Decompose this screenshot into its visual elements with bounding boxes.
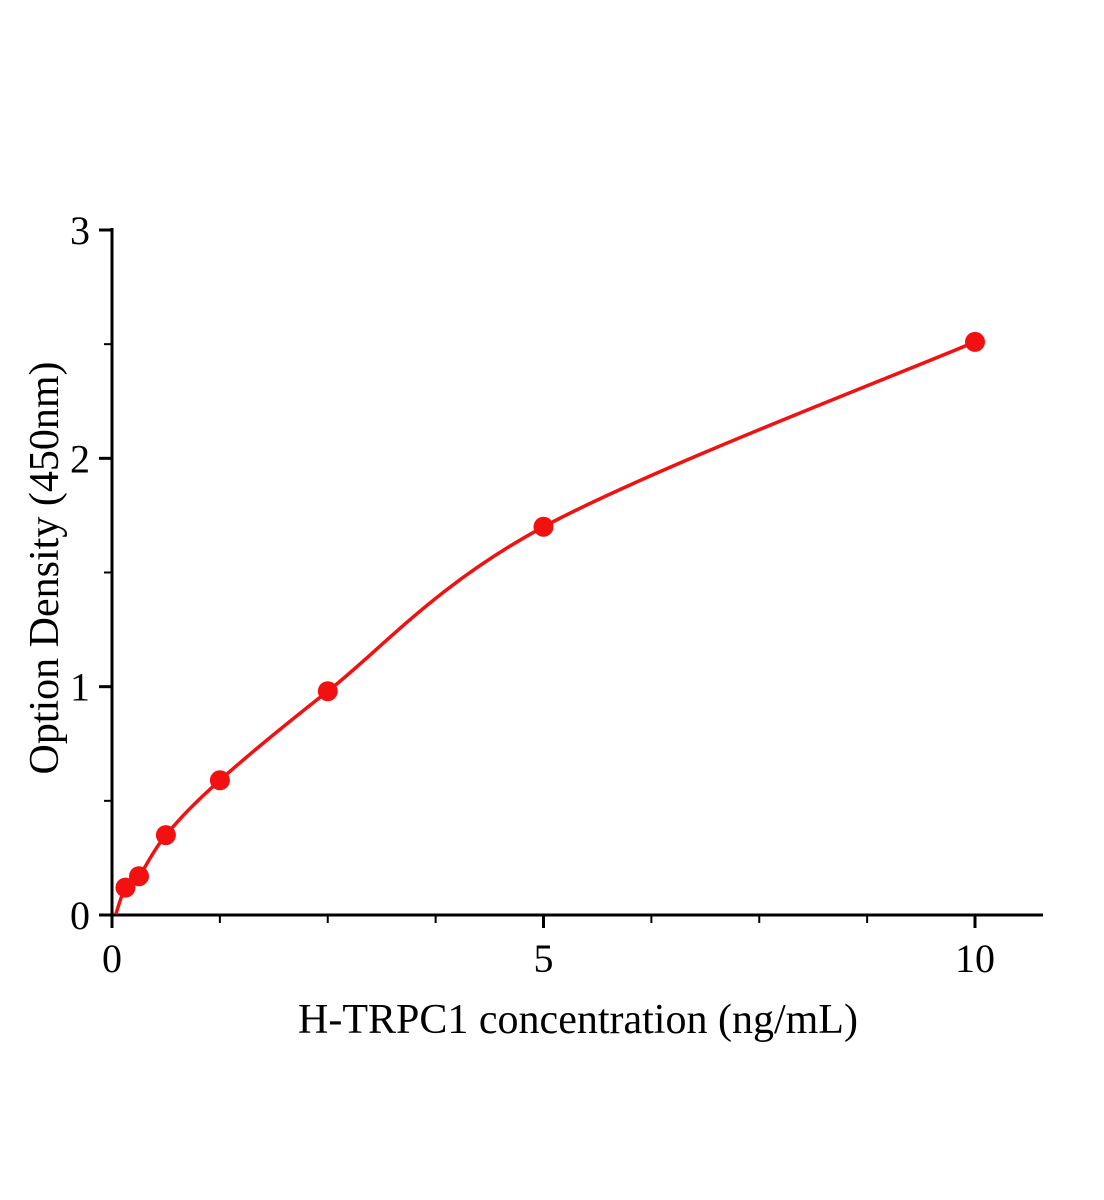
y-tick-label: 0	[70, 893, 90, 938]
fit-curve	[114, 340, 977, 915]
data-point	[965, 331, 985, 352]
x-tick-label: 0	[102, 936, 122, 981]
data-point	[317, 681, 338, 702]
x-tick-label: 5	[534, 936, 554, 981]
x-tick-label: 10	[955, 936, 995, 981]
y-tick-label: 3	[70, 208, 90, 253]
data-point	[129, 866, 149, 887]
y-tick-label: 2	[70, 436, 90, 481]
data-point	[209, 770, 230, 791]
data-point	[533, 516, 554, 537]
x-axis-title: H-TRPC1 concentration (ng/mL)	[298, 997, 858, 1043]
y-tick-label: 1	[70, 665, 90, 710]
data-point	[115, 877, 136, 898]
y-axis-title: Option Density (450nm)	[22, 361, 68, 775]
data-point	[155, 825, 176, 846]
